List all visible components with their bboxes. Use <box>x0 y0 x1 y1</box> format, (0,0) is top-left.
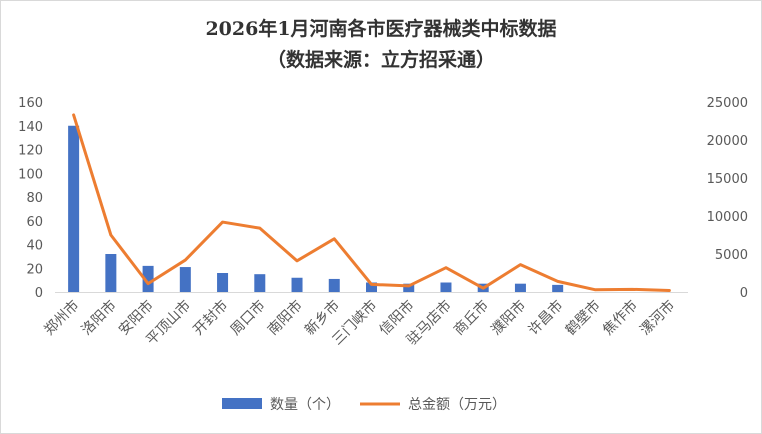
y-left-tick-label: 100 <box>18 167 43 182</box>
y-right-tick-label: 20000 <box>707 134 748 149</box>
bar <box>142 265 154 292</box>
y-right-tick-label: 10000 <box>707 210 748 225</box>
category-label: 商丘市 <box>450 297 492 339</box>
category-label: 焦作市 <box>599 297 641 339</box>
category-labels: 郑州市洛阳市安阳市平顶山市开封市周口市南阳市新乡市三门峡市信阳市驻马店市商丘市濮… <box>41 297 678 349</box>
category-label: 洛阳市 <box>78 297 120 339</box>
category-label: 濮阳市 <box>488 297 530 339</box>
bar <box>552 284 564 292</box>
bar <box>403 283 415 292</box>
y-axis-right: 0 5000 10000 15000 20000 25000 <box>707 96 748 301</box>
y-left-tick-label: 60 <box>26 215 43 230</box>
bar-series <box>68 125 564 292</box>
category-label: 鹤壁市 <box>562 297 604 339</box>
bar <box>179 267 191 292</box>
bar <box>328 278 340 292</box>
category-label: 郑州市 <box>41 297 83 339</box>
chart-title: 2026年1月河南各市医疗器械类中标数据 <box>205 18 557 40</box>
y-left-tick-label: 140 <box>18 120 43 135</box>
bar <box>366 282 377 292</box>
y-right-tick-label: 15000 <box>707 172 748 187</box>
chart-subtitle: （数据来源：立方招采通） <box>266 49 495 71</box>
y-right-tick-label: 5000 <box>715 248 748 263</box>
category-label: 开封市 <box>190 297 232 339</box>
y-right-tick-label: 0 <box>740 286 748 301</box>
bar <box>68 125 80 292</box>
bar <box>217 273 229 292</box>
y-left-tick-label: 20 <box>26 262 43 277</box>
category-label: 许昌市 <box>525 297 567 339</box>
y-left-tick-label: 80 <box>26 191 43 206</box>
amount-line <box>72 113 671 292</box>
legend: 数量（个） 总金额（万元） <box>222 397 506 413</box>
bar <box>514 283 526 292</box>
bar <box>254 274 266 292</box>
y-axis-left: 0 20 40 60 80 100 120 140 160 <box>18 96 43 301</box>
y-left-tick-label: 160 <box>18 96 43 111</box>
legend-label-count: 数量（个） <box>270 397 340 413</box>
category-label: 周口市 <box>227 297 269 339</box>
y-left-tick-label: 120 <box>18 144 43 159</box>
y-left-tick-label: 0 <box>35 286 43 301</box>
bar <box>291 277 303 292</box>
y-right-tick-label: 25000 <box>707 96 748 111</box>
bar <box>105 254 117 292</box>
y-left-tick-label: 40 <box>26 239 43 254</box>
line-series <box>72 113 671 292</box>
bar <box>440 282 452 292</box>
category-label: 南阳市 <box>264 297 306 339</box>
legend-label-amount: 总金额（万元） <box>408 397 506 413</box>
legend-swatch-count <box>222 398 262 409</box>
category-label: 漯河市 <box>636 297 678 339</box>
